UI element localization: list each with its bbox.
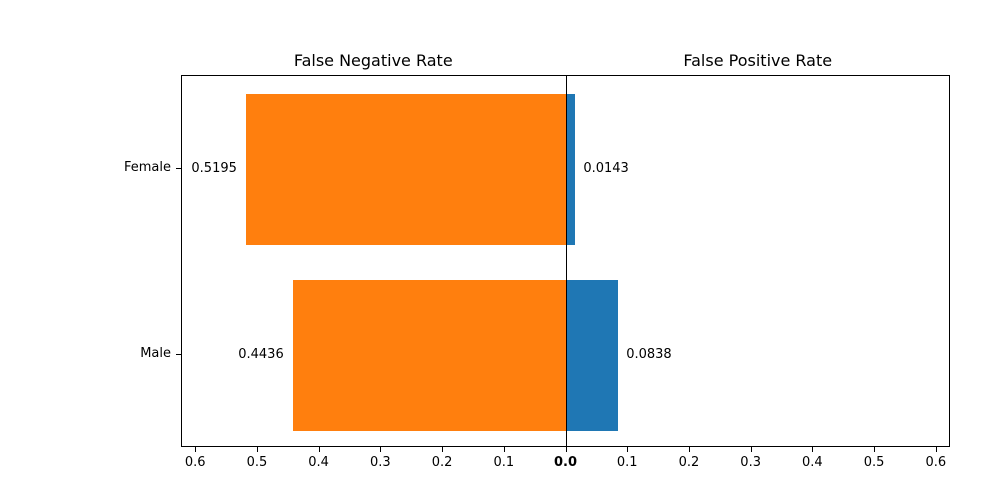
x-tick-left-0.5-mark bbox=[256, 447, 258, 452]
y-axis-label-male: Male bbox=[140, 346, 171, 361]
x-tick-right-0.2-label: 0.2 bbox=[678, 455, 700, 470]
value-label-fpr-female: 0.0143 bbox=[583, 161, 629, 176]
x-tick-left-0.4-mark bbox=[318, 447, 320, 452]
x-tick-left-0.3-label: 0.3 bbox=[370, 455, 391, 470]
x-tick-right-0.4-label: 0.4 bbox=[802, 455, 823, 470]
value-label-fnr-male: 0.4436 bbox=[238, 347, 284, 362]
right-subplot-title: False Positive Rate bbox=[683, 51, 833, 70]
y-axis-label-female: Female bbox=[123, 160, 171, 175]
x-tick-left-0.1-mark bbox=[503, 447, 505, 452]
left-subplot-title: False Negative Rate bbox=[293, 51, 453, 70]
x-tick-left-0.4-label: 0.4 bbox=[308, 455, 329, 470]
bar-fnr-female bbox=[245, 93, 567, 245]
plot-area: 0.5195 0.0143 0.4436 0.0838 bbox=[181, 75, 950, 447]
value-label-fpr-male: 0.0838 bbox=[626, 347, 672, 362]
x-tick-left-0.5-label: 0.5 bbox=[246, 455, 268, 470]
x-tick-right-0.3-label: 0.3 bbox=[740, 455, 761, 470]
x-tick-right-0.4-mark bbox=[812, 447, 814, 452]
value-label-fnr-female: 0.5195 bbox=[191, 161, 237, 176]
x-tick-right-0.5-label: 0.5 bbox=[863, 455, 885, 470]
x-tick-left-0.2-mark bbox=[442, 447, 444, 452]
x-tick-right-0.6-label: 0.6 bbox=[925, 455, 947, 470]
x-tick-right-0.1-label: 0.1 bbox=[616, 455, 638, 470]
bar-fpr-female bbox=[566, 93, 576, 245]
x-tick-left-0.2-label: 0.2 bbox=[431, 455, 453, 470]
y-tick-male bbox=[176, 354, 181, 355]
y-tick-female bbox=[176, 168, 181, 169]
center-axis-line bbox=[566, 76, 567, 446]
x-tick-center-label: 0.0 bbox=[553, 455, 578, 470]
x-tick-right-0.3-mark bbox=[750, 447, 752, 452]
x-tick-right-0.6-mark bbox=[935, 447, 937, 452]
x-tick-left-0.1-label: 0.1 bbox=[493, 455, 515, 470]
x-tick-left-0.6-label: 0.6 bbox=[184, 455, 206, 470]
x-tick-left-0.6-mark bbox=[195, 447, 197, 452]
x-tick-right-0.1-mark bbox=[627, 447, 629, 452]
x-tick-center-mark bbox=[565, 447, 567, 452]
bar-fpr-male bbox=[566, 279, 619, 431]
bar-fnr-male bbox=[292, 279, 567, 431]
x-tick-right-0.2-mark bbox=[688, 447, 690, 452]
x-tick-left-0.3-mark bbox=[380, 447, 382, 452]
x-tick-right-0.5-mark bbox=[874, 447, 876, 452]
